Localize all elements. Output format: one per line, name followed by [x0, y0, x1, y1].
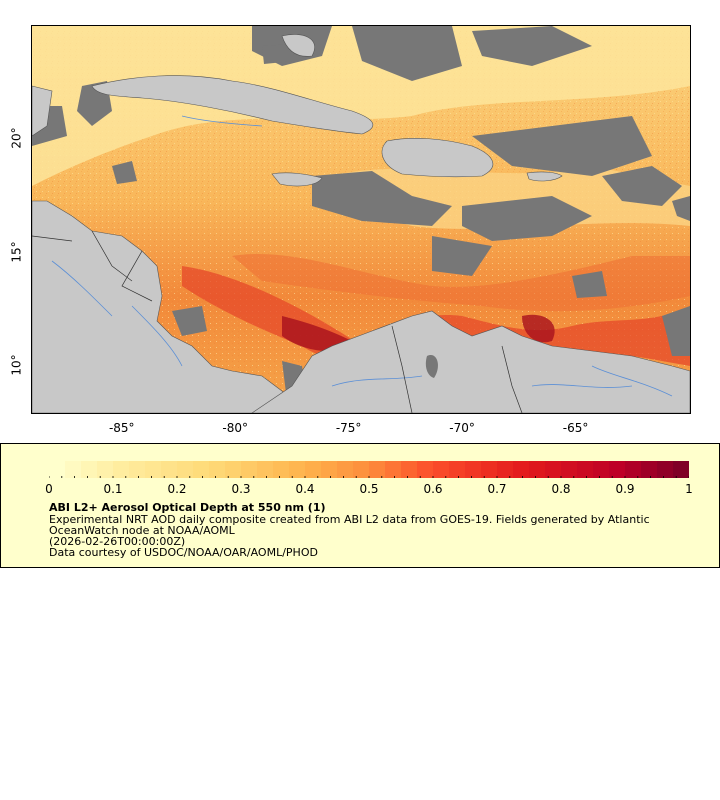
colorbar-segment — [657, 461, 674, 478]
latitude-tick-label: 20° — [9, 127, 24, 149]
colorbar-tick-label: 0 — [45, 482, 53, 496]
low-aod-region — [32, 26, 690, 186]
colorbar-segment — [561, 461, 578, 478]
colorbar-segment — [577, 461, 594, 478]
bahamas — [281, 34, 315, 57]
latitude-tick-label: 15° — [9, 241, 24, 263]
colorbar-segment — [385, 461, 402, 478]
colorbar-segment — [417, 461, 434, 478]
colorbar-segment — [609, 461, 626, 478]
colorbar-segment — [241, 461, 258, 478]
borders — [32, 230, 523, 413]
colorbar-segment — [321, 461, 338, 478]
colorbar-segment — [65, 461, 82, 478]
longitude-tick-label: -75° — [335, 421, 362, 435]
legend-credits: Data courtesy of USDOC/NOAA/OAR/AOML/PHO… — [49, 546, 318, 559]
south-america — [251, 310, 690, 413]
colorbar-tick-label: 0.5 — [359, 482, 379, 496]
yucatan — [32, 85, 53, 137]
colorbar-segment — [177, 461, 194, 478]
hispaniola — [381, 137, 494, 178]
colorbar-segment — [353, 461, 370, 478]
colorbar-segment — [129, 461, 146, 478]
colorbar-segment — [641, 461, 658, 478]
longitude-tick-label: -80° — [222, 421, 248, 435]
jamaica — [271, 172, 323, 187]
colorbar-segment — [401, 461, 418, 478]
legend-description-line2: OceanWatch node at NOAA/AOML — [49, 524, 235, 537]
colorbar-tick-label: 0.4 — [295, 482, 315, 496]
colorbar-segment — [161, 461, 178, 478]
colorbar-segment — [97, 461, 114, 478]
aod-map — [31, 25, 691, 414]
colorbar-segment — [625, 461, 642, 478]
cuba — [91, 75, 374, 135]
colorbar-segment — [273, 461, 290, 478]
colorbar-tick-label: 0.7 — [487, 482, 507, 496]
longitude-tick-label: -65° — [562, 421, 589, 435]
colorbar-segment — [433, 461, 450, 478]
colorbar-tick-label: 0.1 — [103, 482, 123, 496]
longitude-tick-label: -85° — [108, 421, 135, 435]
colorbar-segment — [225, 461, 242, 478]
colorbar-segment — [337, 461, 354, 478]
colorbar-segment — [481, 461, 498, 478]
colorbar-segment — [305, 461, 322, 478]
colorbar — [49, 461, 689, 478]
colorbar-tick-label: 1 — [685, 482, 693, 496]
puerto-rico — [526, 171, 563, 182]
colorbar-segment — [529, 461, 546, 478]
colorbar-segment — [449, 461, 466, 478]
colorbar-segment — [673, 461, 689, 478]
longitude-tick-label: -70° — [449, 421, 475, 435]
colorbar-segment — [81, 461, 98, 478]
colorbar-tick-label: 0.3 — [231, 482, 251, 496]
legend-title: ABI L2+ Aerosol Optical Depth at 550 nm … — [49, 501, 326, 514]
colorbar-segment — [49, 461, 66, 478]
colorbar-segment — [113, 461, 130, 478]
colorbar-segment — [369, 461, 386, 478]
colorbar-segment — [289, 461, 306, 478]
colorbar-tick-label: 0.2 — [167, 482, 187, 496]
colorbar-segment — [593, 461, 610, 478]
latitude-tick-label: 10° — [9, 354, 24, 377]
colorbar-segment — [513, 461, 530, 478]
colorbar-segment — [257, 461, 274, 478]
colorbar-segment — [545, 461, 562, 478]
colorbar-segment — [193, 461, 210, 478]
rivers — [51, 115, 673, 397]
legend-panel: 0 0.1 0.2 0.3 0.4 0.5 0.6 0.7 0.8 0.9 1 ABI L2+ Ae… — [0, 443, 720, 568]
colorbar-segment — [209, 461, 226, 478]
land-regions — [32, 34, 690, 413]
colorbar-segment — [465, 461, 482, 478]
legend-date: (2026-02-26T00:00:00Z) — [49, 535, 186, 548]
colorbar-tick-label: 0.8 — [551, 482, 571, 496]
colorbar-tick-label: 0.9 — [615, 482, 635, 496]
legend-description-line1: Experimental NRT AOD daily composite cre… — [49, 513, 650, 526]
colorbar-segment — [497, 461, 514, 478]
map-canvas — [32, 26, 690, 413]
colorbar-segment — [145, 461, 162, 478]
colorbar-tick-label: 0.6 — [423, 482, 443, 496]
